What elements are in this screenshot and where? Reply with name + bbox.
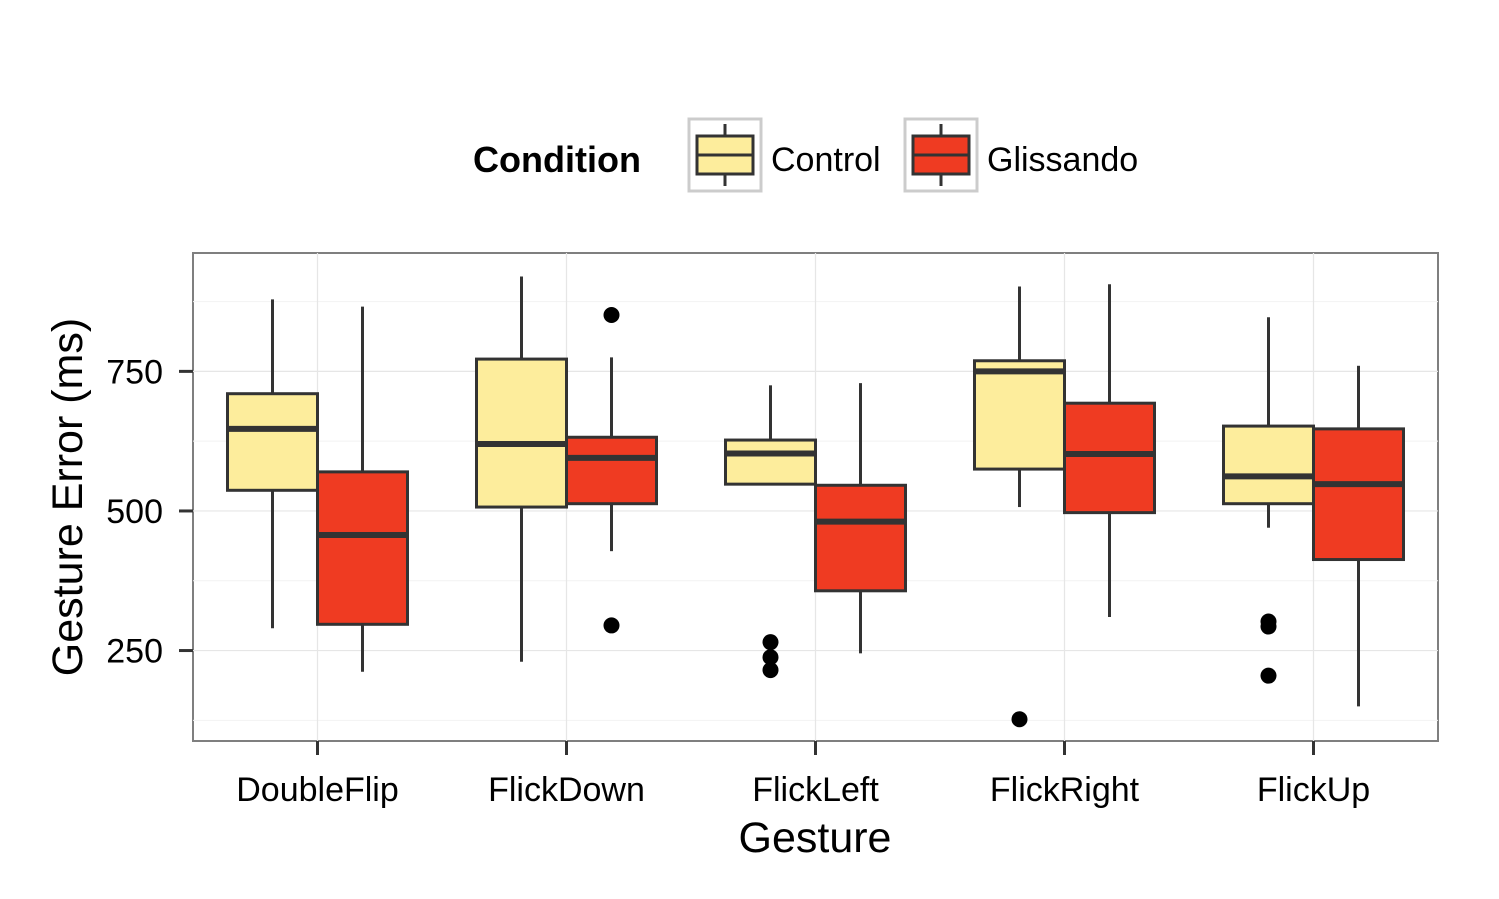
box (1222, 424, 1315, 506)
box (316, 470, 409, 626)
outlier-point (762, 634, 779, 651)
boxplot-glissando-flickright (1063, 284, 1156, 618)
legend-title: Condition (473, 139, 641, 180)
y-tick-label: 500 (106, 493, 163, 531)
boxplot-glissando-flickdown (565, 306, 658, 634)
outlier-point (762, 662, 779, 679)
legend: Condition Control Glissando (473, 117, 1138, 193)
x-axis: DoubleFlip FlickDown FlickLeft FlickRight Fl… (236, 741, 1370, 809)
outlier-point (603, 617, 620, 634)
box (1312, 427, 1405, 562)
boxplot-glissando-flickleft (814, 383, 907, 654)
boxplot-control-flickright (973, 286, 1066, 728)
box (814, 483, 907, 593)
boxplot-glissando-flickup (1312, 365, 1405, 707)
outlier-point (762, 649, 779, 666)
legend-label: Glissando (987, 141, 1138, 179)
boxplots (226, 276, 1405, 728)
boxplot-glissando-doubleflip (316, 306, 409, 672)
boxplot-control-doubleflip (226, 299, 319, 629)
boxplot-control-flickdown (475, 276, 568, 662)
box (475, 357, 568, 509)
outlier-point (1260, 667, 1277, 684)
legend-label: Control (771, 141, 881, 179)
y-tick-label: 750 (106, 353, 163, 391)
boxplot-control-flickup (1222, 317, 1315, 684)
x-tick-label: FlickUp (1257, 771, 1370, 809)
boxplot-control-flickleft (724, 385, 817, 679)
y-tick-label: 250 (106, 633, 163, 671)
box (973, 359, 1066, 471)
box (565, 435, 658, 506)
outlier-point (1260, 618, 1277, 635)
x-tick-label: FlickRight (990, 771, 1140, 809)
x-axis-title: Gesture (739, 814, 892, 862)
y-axis-title: Gesture Error (ms) (44, 318, 92, 676)
y-axis: 250 500 750 (106, 353, 193, 671)
box (724, 438, 817, 486)
plot-panel (192, 252, 1439, 742)
legend-key-control: Control (687, 117, 881, 193)
outlier-point (1011, 711, 1028, 728)
box (226, 392, 319, 492)
x-tick-label: FlickLeft (752, 771, 879, 809)
legend-key-glissando: Glissando (903, 117, 1138, 193)
grid (193, 253, 1438, 741)
x-tick-label: DoubleFlip (236, 771, 399, 809)
outlier-point (603, 306, 620, 323)
x-tick-label: FlickDown (488, 771, 645, 809)
box (1063, 401, 1156, 515)
